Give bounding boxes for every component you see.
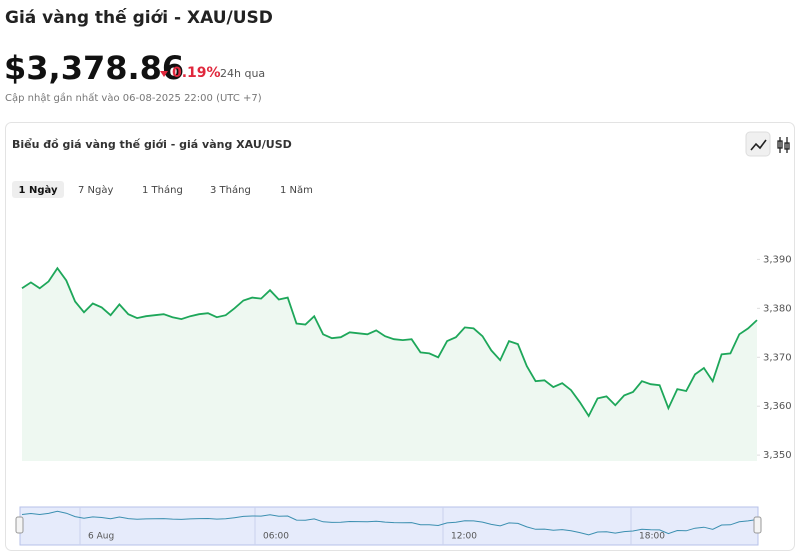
nav-handle-left[interactable] — [15, 516, 24, 534]
page-title: Giá vàng thế giới - XAU/USD — [5, 7, 273, 28]
change: 0.19% — [172, 65, 221, 81]
nav-line — [21, 510, 758, 536]
area-fill — [22, 268, 757, 461]
nav-label: 06:00 — [263, 532, 289, 542]
y-tick-label: 3,370 — [763, 352, 792, 363]
tab[interactable]: 1 Năm — [280, 185, 313, 196]
plot: 3,350 3,360 3,370 3,380 3,390 — [21, 254, 792, 461]
tabs: 1 Ngày 7 Ngày 1 Tháng 3 Tháng 1 Năm — [12, 181, 313, 198]
candle-button[interactable] — [777, 137, 790, 153]
tab[interactable]: 7 Ngày — [78, 184, 113, 196]
tab[interactable]: 1 Tháng — [142, 184, 183, 196]
navigator-content: 6 Aug 06:00 12:00 18:00 — [21, 507, 758, 545]
nav-handle-right[interactable] — [753, 516, 762, 534]
period: 24h qua — [220, 67, 265, 80]
nav-label: 12:00 — [451, 532, 477, 542]
tab[interactable]: 3 Tháng — [210, 184, 251, 196]
y-tick-label: 3,350 — [763, 450, 792, 461]
nav-label: 6 Aug — [88, 532, 114, 542]
down-arrow — [160, 71, 168, 77]
price: $3,378.86 — [4, 49, 184, 87]
nav-label: 18:00 — [639, 532, 665, 542]
y-tick-label: 3,380 — [763, 303, 792, 314]
tab[interactable]: 1 Ngày — [19, 184, 58, 196]
updated: Cập nhật gần nhất vào 06-08-2025 22:00 (… — [5, 92, 262, 104]
price-line — [21, 266, 758, 418]
y-tick-label: 3,360 — [763, 401, 792, 412]
y-tick-label: 3,390 — [763, 254, 792, 265]
card-title: Biểu đồ giá vàng thế giới - giá vàng XAU… — [12, 138, 292, 151]
tab-active-bg — [12, 181, 64, 198]
line-icon — [750, 139, 767, 151]
line-chart-button[interactable] — [745, 131, 771, 157]
